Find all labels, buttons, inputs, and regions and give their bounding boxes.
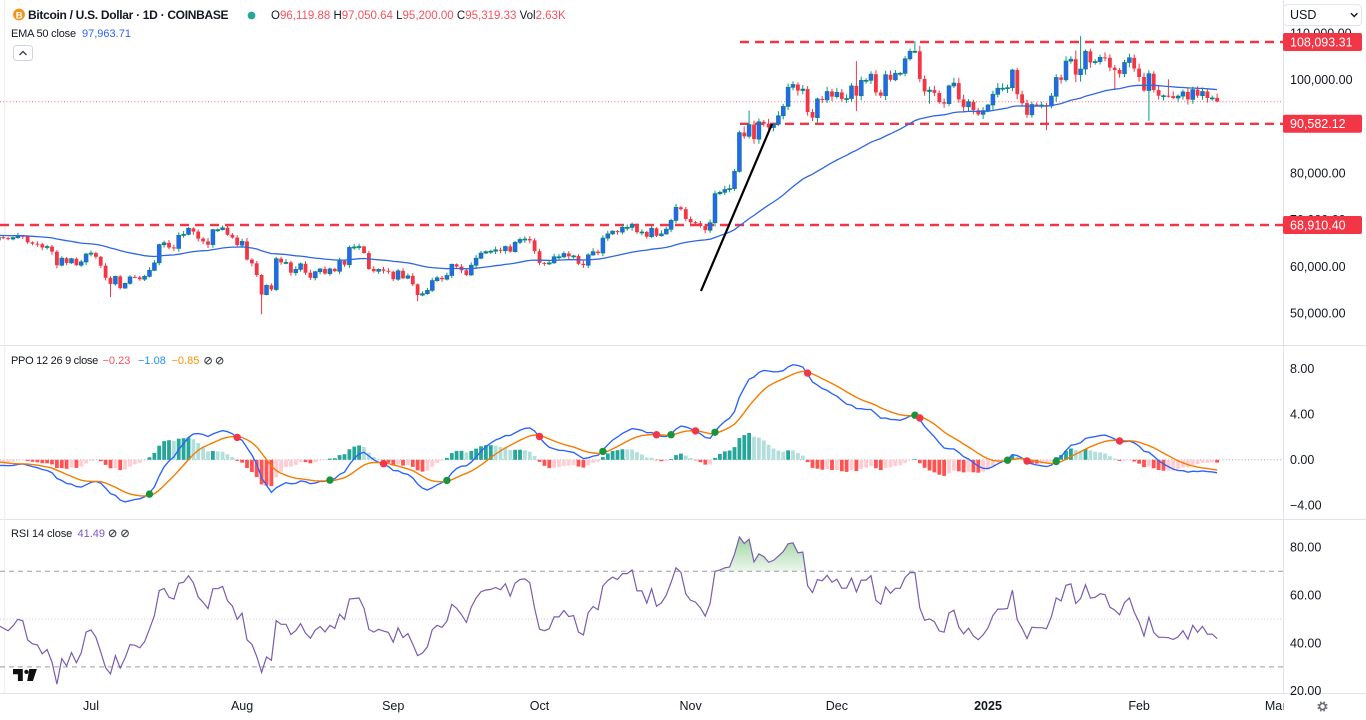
svg-text:60,000.00: 60,000.00 (1290, 260, 1346, 274)
svg-text:97,963.71: 97,963.71 (82, 28, 131, 40)
svg-text:41.49: 41.49 (78, 528, 106, 540)
svg-text:4.00: 4.00 (1290, 408, 1314, 422)
svg-text:Feb: Feb (1128, 699, 1150, 713)
svg-text:B: B (16, 10, 23, 21)
svg-text:80,000.00: 80,000.00 (1290, 167, 1346, 181)
svg-text:O96,119.88 H97,050.64 L95,200.: O96,119.88 H97,050.64 L95,200.00 C95,319… (271, 10, 566, 22)
svg-text:90,582.12: 90,582.12 (1290, 117, 1346, 131)
svg-text:8.00: 8.00 (1290, 362, 1314, 376)
svg-text:Dec: Dec (826, 699, 848, 713)
svg-text:Oct: Oct (530, 699, 550, 713)
svg-text:Nov: Nov (679, 699, 702, 713)
svg-text:RSI 14 close: RSI 14 close (11, 528, 72, 540)
svg-text:−0.23: −0.23 (103, 355, 131, 367)
svg-text:EMA 50 close: EMA 50 close (11, 28, 76, 40)
svg-text:Sep: Sep (382, 699, 404, 713)
svg-text:−1.08: −1.08 (138, 355, 166, 367)
svg-text:80.00: 80.00 (1290, 541, 1321, 555)
svg-text:108,093.31: 108,093.31 (1290, 35, 1353, 49)
svg-text:0.00: 0.00 (1290, 453, 1314, 467)
svg-text:40.00: 40.00 (1290, 636, 1321, 650)
svg-text:USD: USD (1290, 8, 1316, 22)
svg-text:20.00: 20.00 (1290, 684, 1321, 698)
svg-text:Jul: Jul (83, 699, 99, 713)
svg-text:−0.85: −0.85 (172, 355, 200, 367)
svg-text:Bitcoin / U.S. Dollar · 1D · C: Bitcoin / U.S. Dollar · 1D · COINBASE (28, 8, 229, 22)
svg-text:68,910.40: 68,910.40 (1290, 218, 1346, 232)
svg-text:50,000.00: 50,000.00 (1290, 307, 1346, 321)
svg-text:PPO 12 26 9 close: PPO 12 26 9 close (11, 355, 98, 367)
svg-text:Mar: Mar (1265, 699, 1287, 713)
svg-text:60.00: 60.00 (1290, 589, 1321, 603)
svg-text:Aug: Aug (231, 699, 253, 713)
svg-text:−4.00: −4.00 (1290, 499, 1322, 513)
svg-text:100,000.00: 100,000.00 (1290, 73, 1353, 87)
svg-text:2025: 2025 (974, 699, 1002, 713)
